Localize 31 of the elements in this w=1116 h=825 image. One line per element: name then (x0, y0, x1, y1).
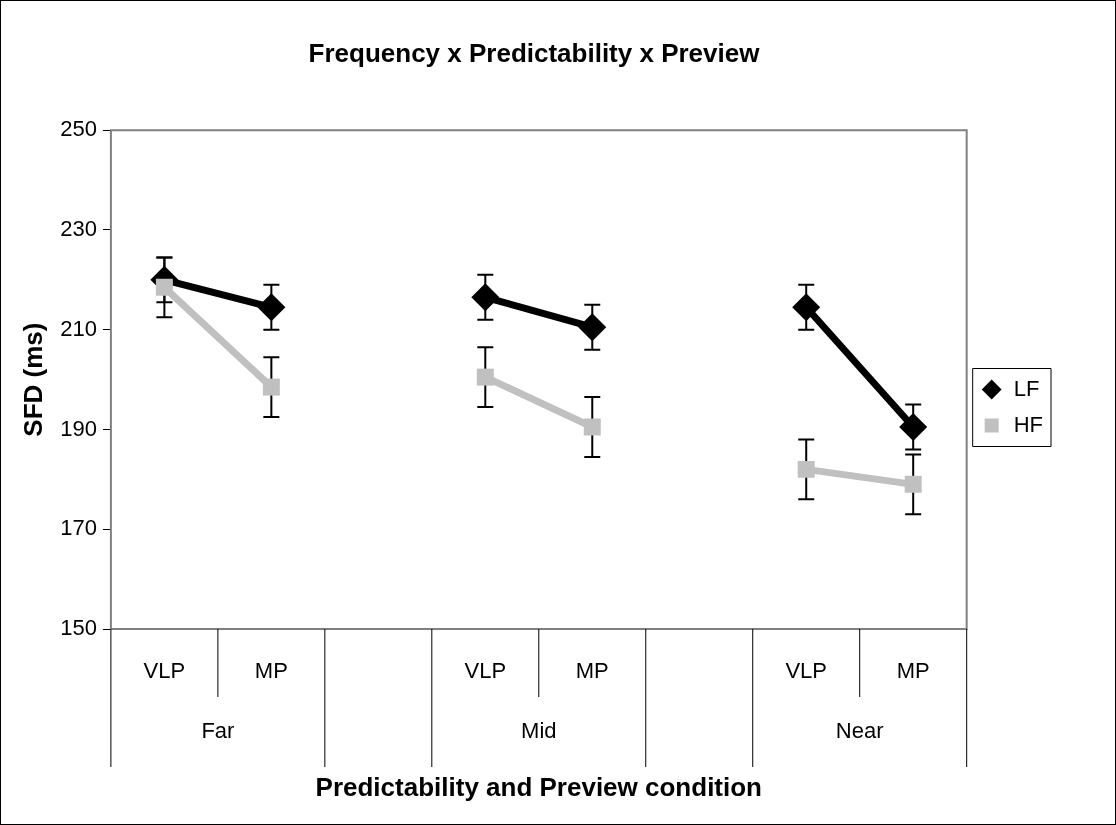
text: Mid (521, 718, 557, 744)
y-tick-label: 170 (60, 515, 97, 541)
point (471, 283, 500, 312)
y-tick-label: 210 (60, 315, 97, 341)
chart-title: Frequency x Predictability x Preview (308, 37, 761, 68)
text: Far (201, 718, 235, 744)
legend-label: HF (1013, 411, 1043, 437)
x-axis-title: Predictability and Preview condition (315, 771, 763, 802)
point (262, 378, 280, 396)
text: Near (835, 718, 884, 744)
point (257, 293, 286, 322)
x-tick-label: VLP (785, 658, 828, 684)
point (583, 418, 601, 436)
y-tick-label: 150 (60, 615, 97, 641)
y-axis-title: SFD (ms) (17, 322, 48, 437)
x-tick-label: MP (575, 658, 609, 684)
x-tick-label: VLP (143, 658, 186, 684)
y-tick-label: 250 (60, 116, 97, 142)
x-tick-label: VLP (464, 658, 507, 684)
point (904, 475, 922, 493)
x-tick-label: MP (254, 658, 288, 684)
x-tick-label: MP (896, 658, 930, 684)
point (797, 460, 815, 478)
legend-label: LF (1013, 375, 1040, 401)
point (476, 368, 494, 386)
y-tick-label: 230 (60, 216, 97, 242)
point (155, 278, 173, 296)
y-tick-label: 190 (60, 415, 97, 441)
point (792, 293, 821, 322)
point (899, 412, 928, 441)
point (578, 313, 607, 342)
